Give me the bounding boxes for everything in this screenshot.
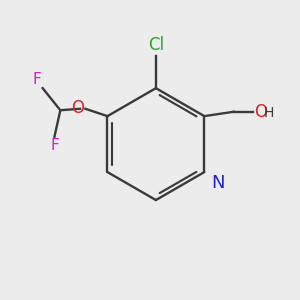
Text: Cl: Cl [148,36,164,54]
Text: O: O [71,99,84,117]
Text: F: F [50,138,59,153]
Text: H: H [264,106,274,120]
Text: N: N [212,174,225,192]
Text: F: F [32,72,41,87]
Text: O: O [254,103,267,121]
